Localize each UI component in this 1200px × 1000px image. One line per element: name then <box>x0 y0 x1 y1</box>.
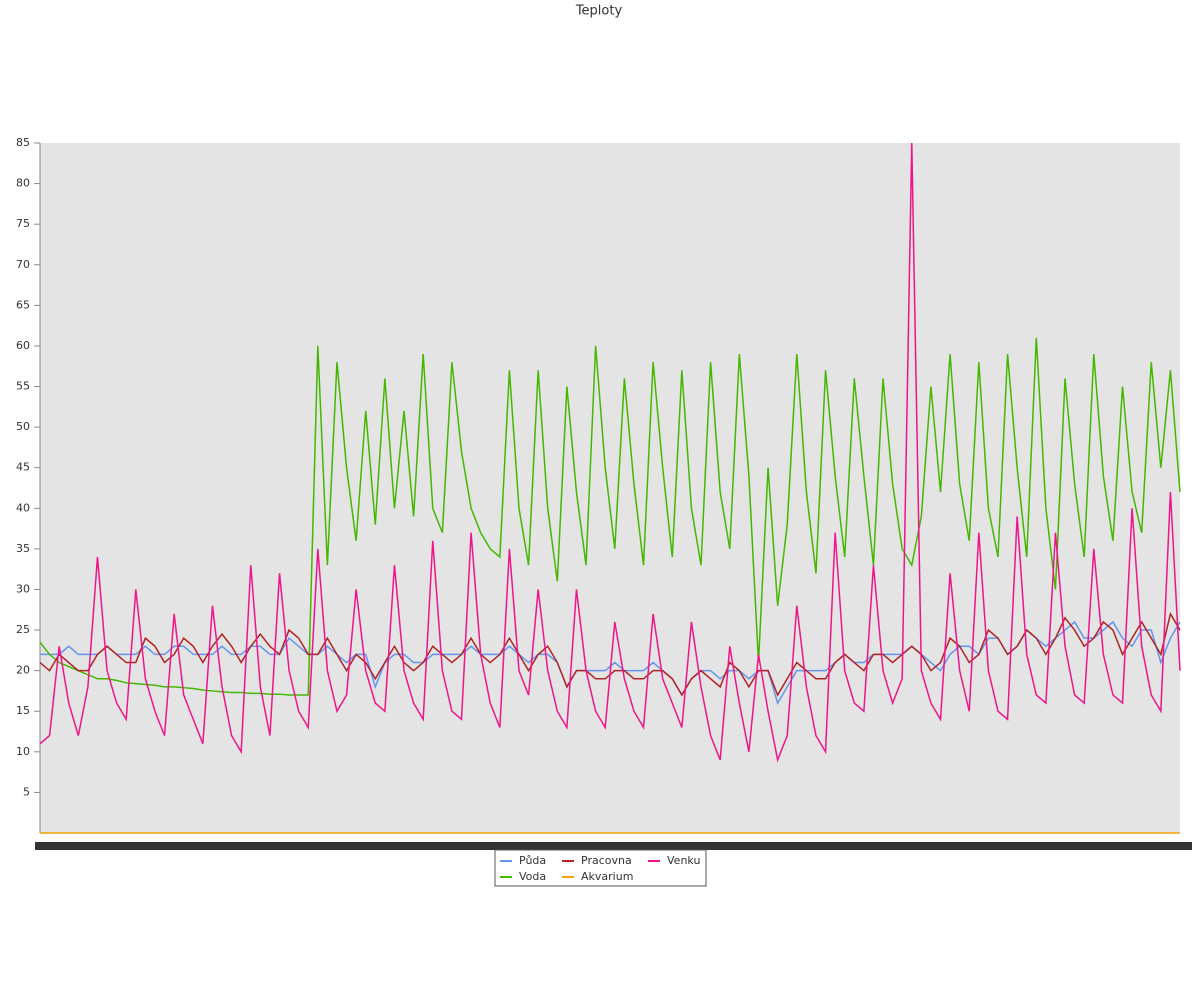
legend <box>494 849 707 887</box>
y-tick-label: 50 <box>16 420 30 433</box>
y-tick-label: 20 <box>16 664 30 677</box>
y-tick-label: 60 <box>16 339 30 352</box>
y-tick-label: 5 <box>23 785 30 798</box>
y-tick-label: 25 <box>16 623 30 636</box>
y-tick-label: 10 <box>16 745 30 758</box>
line-series <box>39 142 1181 763</box>
y-tick-label: 30 <box>16 582 30 595</box>
y-tick-label: 35 <box>16 542 30 555</box>
legend-label: Akvarium <box>581 870 633 883</box>
y-tick-label: 75 <box>16 217 30 230</box>
y-tick-label: 40 <box>16 501 30 514</box>
x-axis-labels <box>35 842 1192 850</box>
y-tick-label: 65 <box>16 298 30 311</box>
plot-area <box>40 143 1180 833</box>
y-tick-label: 55 <box>16 380 30 393</box>
y-tick-label: 80 <box>16 177 30 190</box>
y-tick-label: 70 <box>16 258 30 271</box>
chart-title: Teploty <box>575 4 623 19</box>
legend-label: Voda <box>519 870 546 883</box>
legend-label: Pracovna <box>581 854 632 867</box>
legend-label: Půda <box>519 854 546 867</box>
y-tick-label: 45 <box>16 461 30 474</box>
y-tick-label: 85 <box>16 136 30 149</box>
line-series <box>39 337 1181 696</box>
legend-label: Venku <box>667 854 700 867</box>
y-tick-label: 15 <box>16 704 30 717</box>
